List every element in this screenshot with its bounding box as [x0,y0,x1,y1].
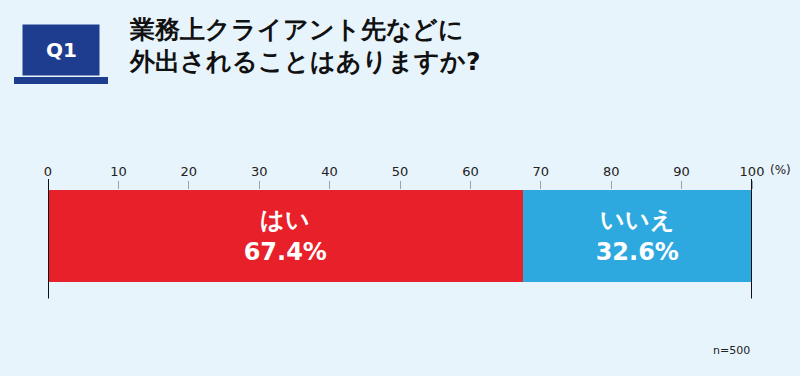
svg-text:いいえ32.6%: いいえ32.6% [596,206,679,265]
svg-text:40: 40 [321,164,338,179]
svg-text:Q1: Q1 [46,38,77,62]
svg-text:80: 80 [603,164,620,179]
svg-text:20: 20 [181,164,198,179]
svg-text:90: 90 [673,164,690,179]
svg-text:0: 0 [44,164,52,179]
svg-text:30: 30 [251,164,268,179]
svg-text:はい67.4%: はい67.4% [244,206,327,265]
svg-text:業務上クライアント先などに外出されることはありますか?: 業務上クライアント先などに外出されることはありますか? [129,15,481,77]
svg-text:10: 10 [110,164,127,179]
svg-text:50: 50 [392,164,409,179]
svg-text:60: 60 [462,164,479,179]
svg-text:(%): (%) [770,163,791,177]
svg-text:100: 100 [740,164,765,179]
svg-text:70: 70 [533,164,550,179]
svg-text:n=500: n=500 [713,344,750,357]
